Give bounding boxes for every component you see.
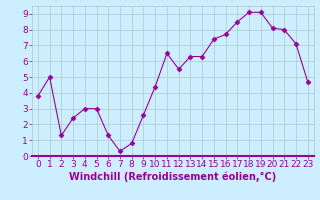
X-axis label: Windchill (Refroidissement éolien,°C): Windchill (Refroidissement éolien,°C) — [69, 172, 276, 182]
